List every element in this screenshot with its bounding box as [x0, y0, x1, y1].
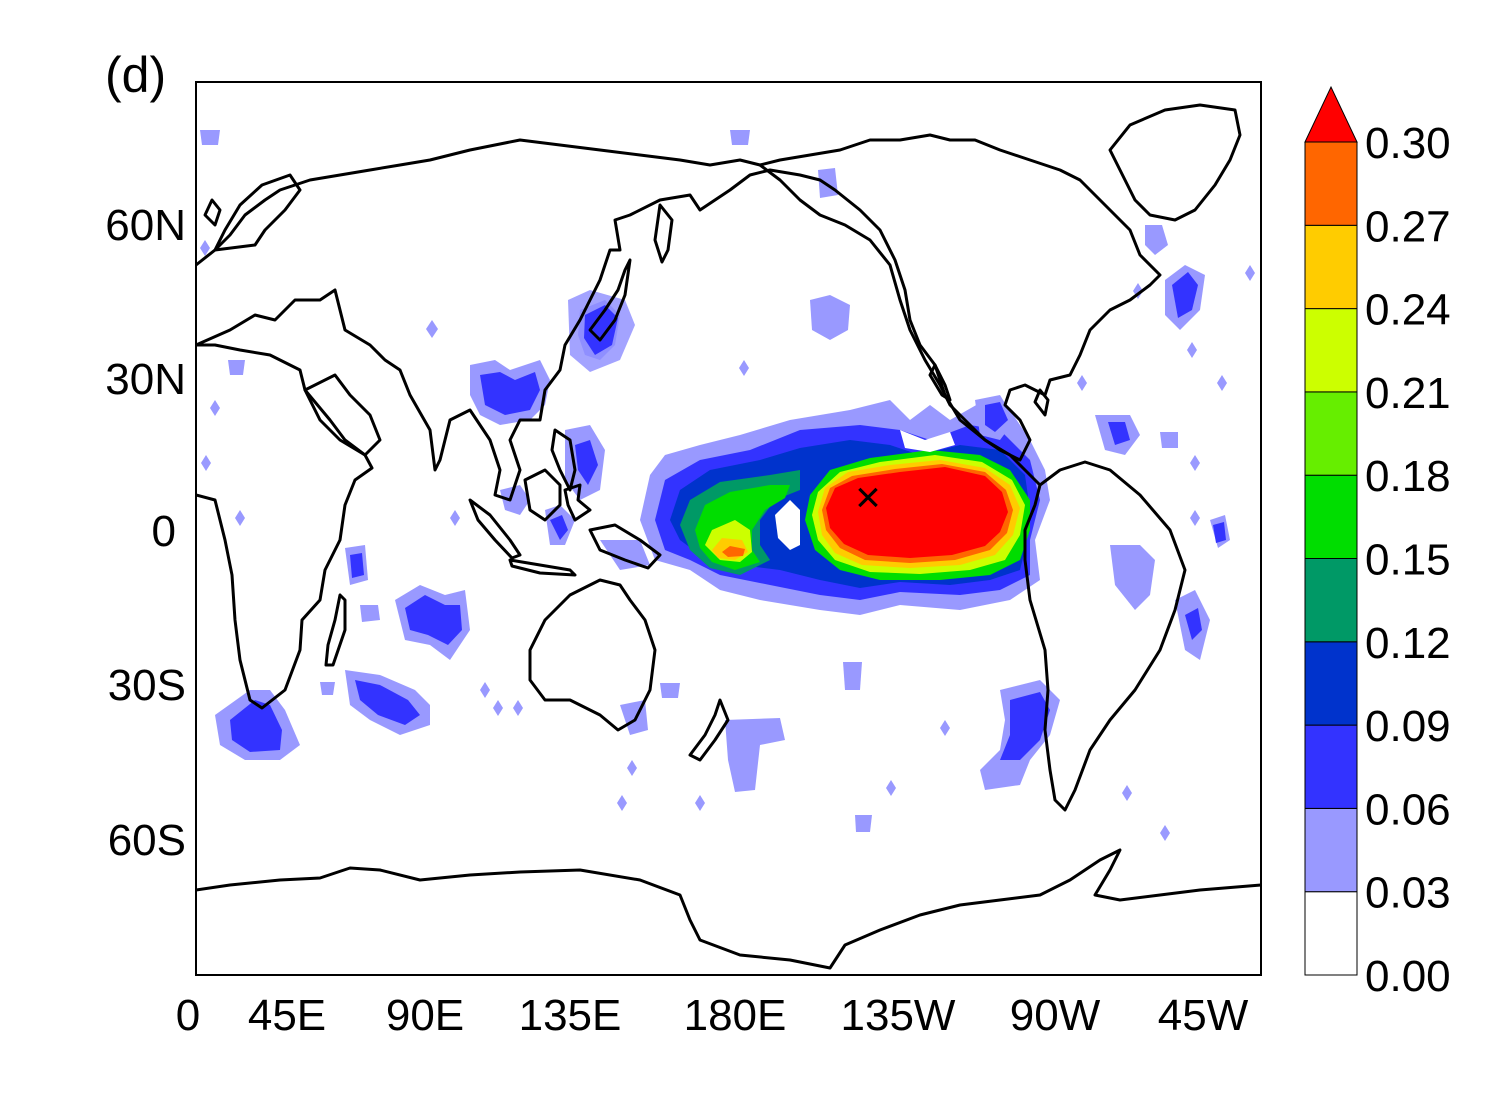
coast-australia [528, 578, 657, 732]
lat-tick-30s: 30S [108, 661, 186, 710]
colorbar-level-label: 0.24 [1365, 286, 1451, 335]
coast-philippines [550, 428, 577, 492]
lat-tick-60s: 60S [108, 816, 186, 865]
lon-tick-90e: 90E [386, 991, 464, 1040]
lon-tick-45w: 45W [1158, 991, 1249, 1040]
field-west-red-orange [722, 546, 745, 557]
colorbar-box [1304, 474, 1358, 560]
coast-new-zealand [688, 698, 730, 762]
colorbar-level-label: 0.06 [1365, 785, 1451, 834]
colorbar-level-label: 0.27 [1365, 202, 1451, 251]
colorbar-box [1304, 724, 1358, 809]
coast-europe-north [196, 138, 761, 267]
lat-tick-30n: 30N [105, 355, 186, 404]
coast-eurasia [196, 168, 1042, 502]
colorbar-box [1304, 807, 1358, 893]
coast-sulawesi [563, 483, 592, 522]
coast-antarctica [196, 848, 1261, 970]
svg-text:×: × [855, 473, 881, 522]
colorbar-level-label: 0.30 [1365, 119, 1451, 168]
lat-tick-60n: 60N [105, 201, 186, 250]
colorbar-level-label: 0.09 [1365, 702, 1451, 751]
colorbar-level-label: 0.18 [1365, 452, 1451, 501]
lon-tick-180e: 180E [684, 991, 787, 1040]
field-blobs [200, 130, 1255, 841]
colorbar-level-label: 0.03 [1365, 869, 1451, 918]
lon-tick-135w: 135W [841, 991, 956, 1040]
colorbar-box [1304, 141, 1358, 226]
map-area [196, 82, 1261, 975]
coast-scandinavia [213, 173, 302, 252]
lon-tick-135e: 135E [519, 991, 622, 1040]
colorbar-box [1304, 391, 1358, 476]
colorbar-level-label: 0.15 [1365, 536, 1451, 585]
coast-north-america [758, 133, 1162, 462]
lon-axis: 0 45E 90E 135E 180E 135W 90W 45W [176, 991, 1249, 1040]
colorbar-extend-triangle [1304, 85, 1358, 143]
coast-new-guinea [588, 523, 662, 570]
lon-tick-90w: 90W [1010, 991, 1101, 1040]
lon-tick-45e: 45E [248, 991, 326, 1040]
coast-florida [1033, 388, 1050, 417]
colorbar-box [1304, 558, 1358, 643]
colorbar: 0.00 0.03 0.06 0.09 0.12 0.15 0.18 0.21 0.24 0.27… [1304, 85, 1451, 1001]
map-frame [195, 81, 1262, 976]
panel-label: (d) [105, 47, 166, 103]
location-marker: × [855, 473, 881, 522]
coast-java [508, 558, 577, 577]
field-east-red [826, 467, 1008, 558]
colorbar-box [1304, 308, 1358, 393]
coast-kamchatka [653, 203, 674, 264]
coast-madagascar [324, 593, 347, 667]
shaded-field-layer [200, 130, 1255, 841]
coast-borneo [523, 468, 562, 522]
coast-japan [588, 258, 632, 342]
coast-south-america [1023, 460, 1187, 812]
colorbar-level-label: 0.12 [1365, 619, 1451, 668]
colorbar-box [1304, 641, 1358, 726]
coast-sumatra [468, 498, 522, 560]
coast-arabia [303, 373, 382, 457]
colorbar-level-label: 0.00 [1365, 952, 1451, 1001]
coast-baja [928, 363, 952, 402]
coast-greenland [1108, 103, 1242, 222]
colorbar-box [1304, 891, 1358, 976]
coast-africa [196, 343, 374, 710]
colorbar-level-label: 0.21 [1365, 369, 1451, 418]
lon-tick-0: 0 [176, 991, 200, 1040]
lat-tick-eq: 0 [152, 507, 176, 556]
lat-axis: 60N 30N 0 30S 60S [105, 201, 186, 865]
coast-british-isles [203, 198, 222, 227]
colorbar-box [1304, 224, 1358, 310]
coastlines [196, 103, 1261, 970]
